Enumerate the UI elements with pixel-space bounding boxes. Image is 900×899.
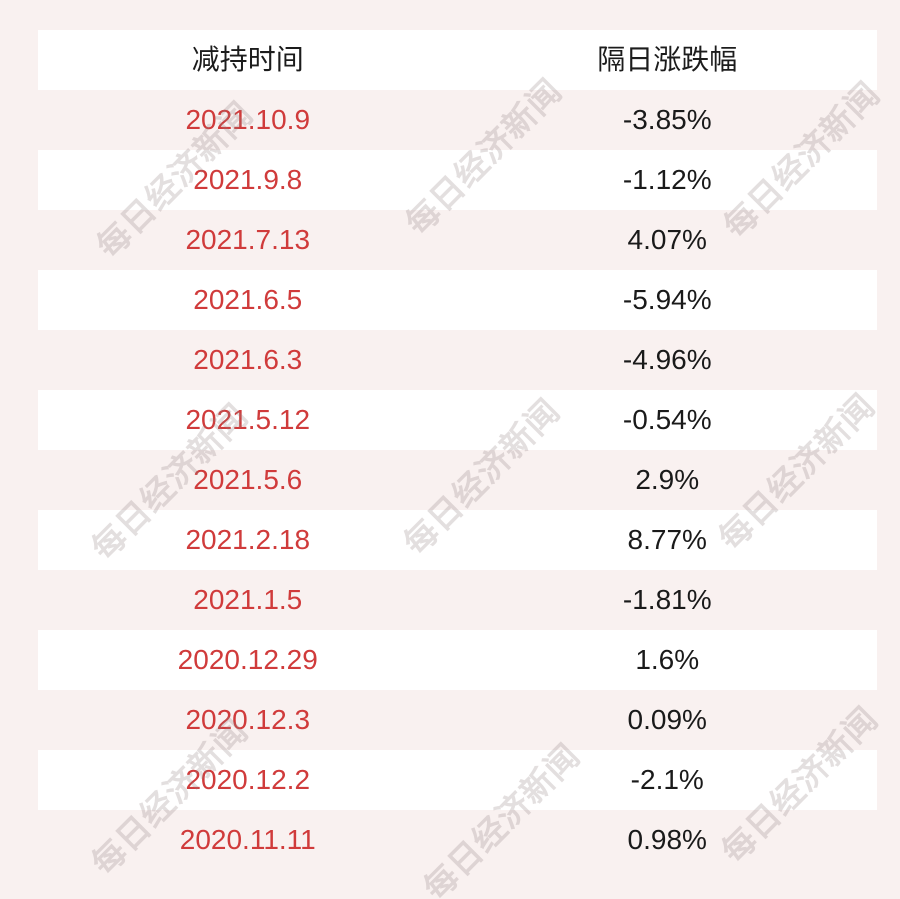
column-header-date: 减持时间 [191, 44, 304, 75]
change-cell: -2.1% [630, 764, 704, 795]
change-cell: 4.07% [627, 224, 707, 255]
table-row: 2021.2.18 8.77% [38, 510, 877, 570]
table-row: 2021.6.5 -5.94% [38, 270, 877, 330]
change-cell: 2.9% [635, 464, 700, 495]
table-row: 2021.10.9 -3.85% [38, 90, 877, 150]
data-table: 减持时间 隔日涨跌幅 2021.10.9 -3.85% 2021.9.8 -1.12%… [38, 30, 877, 870]
change-cell: 0.09% [627, 704, 707, 735]
date-cell: 2020.12.2 [185, 764, 311, 795]
column-header-change: 隔日涨跌幅 [597, 44, 738, 75]
table-header-row: 减持时间 隔日涨跌幅 [38, 30, 877, 90]
change-cell: -3.85% [622, 104, 712, 135]
date-cell: 2020.11.11 [179, 824, 316, 855]
date-cell: 2021.10.9 [185, 104, 311, 135]
table-row: 2020.12.29 1.6% [38, 630, 877, 690]
table-row: 2021.9.8 -1.12% [38, 150, 877, 210]
change-cell: -1.81% [622, 584, 712, 615]
table-row: 2020.12.3 0.09% [38, 690, 877, 750]
change-cell: -5.94% [622, 284, 712, 315]
change-cell: -4.96% [622, 344, 712, 375]
table-row: 2020.11.11 0.98% [38, 810, 877, 870]
table-row: 2021.5.6 2.9% [38, 450, 877, 510]
date-cell: 2020.12.3 [185, 704, 311, 735]
table-row: 2021.1.5 -1.81% [38, 570, 877, 630]
date-cell: 2021.2.18 [185, 524, 311, 555]
table-row: 2021.5.12 -0.54% [38, 390, 877, 450]
date-cell: 2021.5.6 [193, 464, 303, 495]
table-body: 2021.10.9 -3.85% 2021.9.8 -1.12% 2021.7.13 4.… [38, 90, 877, 870]
date-cell: 2021.7.13 [185, 224, 311, 255]
date-cell: 2021.1.5 [193, 584, 303, 615]
change-cell: 1.6% [635, 644, 700, 675]
change-cell: -0.54% [622, 404, 712, 435]
date-cell: 2021.6.3 [193, 344, 303, 375]
date-cell: 2020.12.29 [177, 644, 318, 675]
date-cell: 2021.9.8 [193, 164, 303, 195]
table-row: 2020.12.2 -2.1% [38, 750, 877, 810]
table-row: 2021.7.13 4.07% [38, 210, 877, 270]
change-cell: -1.12% [622, 164, 712, 195]
change-cell: 0.98% [627, 824, 707, 855]
date-cell: 2021.5.12 [185, 404, 311, 435]
date-cell: 2021.6.5 [193, 284, 303, 315]
table-row: 2021.6.3 -4.96% [38, 330, 877, 390]
change-cell: 8.77% [627, 524, 707, 555]
